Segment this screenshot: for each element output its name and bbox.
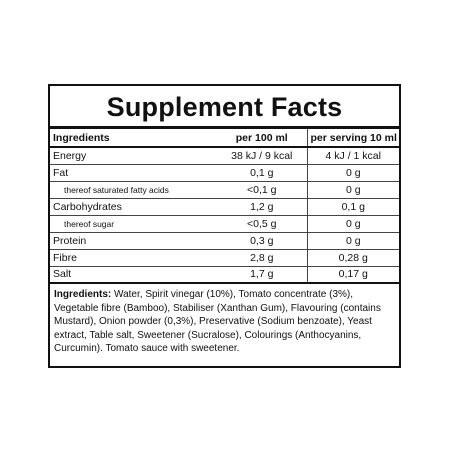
value-per-100ml: <0,1 g <box>217 181 307 199</box>
value-per-serving: 4 kJ / 1 kcal <box>306 147 399 165</box>
value-per-serving: 0,1 g <box>306 198 399 216</box>
nutrient-name: Fibre <box>50 249 217 267</box>
nutrient-name: Carbohydrates <box>50 198 217 216</box>
nutrient-name: Salt <box>50 266 217 284</box>
nutrient-name: thereof saturated fatty acids <box>50 181 217 199</box>
value-per-serving: 0,17 g <box>306 266 399 284</box>
column-header-per-serving: per serving 10 ml <box>306 129 399 148</box>
nutrition-table: Ingredients per 100 ml per serving 10 ml… <box>50 129 399 284</box>
table-row: Carbohydrates 1,2 g 0,1 g <box>50 198 399 216</box>
table-row: Salt 1,7 g 0,17 g <box>50 266 399 284</box>
nutrient-name: Protein <box>50 232 217 250</box>
value-per-100ml: 38 kJ / 9 kcal <box>217 147 307 165</box>
ingredients-text: Water, Spirit vinegar (10%), Tomato conc… <box>54 289 381 354</box>
value-per-100ml: 1,7 g <box>217 266 307 284</box>
value-per-100ml: 1,2 g <box>217 198 307 216</box>
value-per-serving: 0 g <box>306 181 399 199</box>
panel-title: Supplement Facts <box>50 86 399 129</box>
table-header-row: Ingredients per 100 ml per serving 10 ml <box>50 129 399 148</box>
supplement-facts-panel: Supplement Facts Ingredients per 100 ml … <box>48 84 401 368</box>
value-per-serving: 0 g <box>306 215 399 233</box>
ingredients-statement: Ingredients: Water, Spirit vinegar (10%)… <box>50 284 399 356</box>
nutrient-name: thereof sugar <box>50 215 217 233</box>
ingredients-label: Ingredients: <box>54 289 112 300</box>
value-per-100ml: <0,5 g <box>217 215 307 233</box>
value-per-100ml: 0,3 g <box>217 232 307 250</box>
value-per-100ml: 0,1 g <box>217 164 307 182</box>
value-per-serving: 0,28 g <box>306 249 399 267</box>
table-row: Fibre 2,8 g 0,28 g <box>50 249 399 267</box>
value-per-serving: 0 g <box>306 232 399 250</box>
value-per-serving: 0 g <box>306 164 399 182</box>
nutrient-name: Energy <box>50 147 217 165</box>
table-row: Energy 38 kJ / 9 kcal 4 kJ / 1 kcal <box>50 147 399 165</box>
value-per-100ml: 2,8 g <box>217 249 307 267</box>
column-header-ingredients: Ingredients <box>50 129 217 148</box>
column-header-per-100ml: per 100 ml <box>217 129 307 148</box>
nutrient-name: Fat <box>50 164 217 182</box>
